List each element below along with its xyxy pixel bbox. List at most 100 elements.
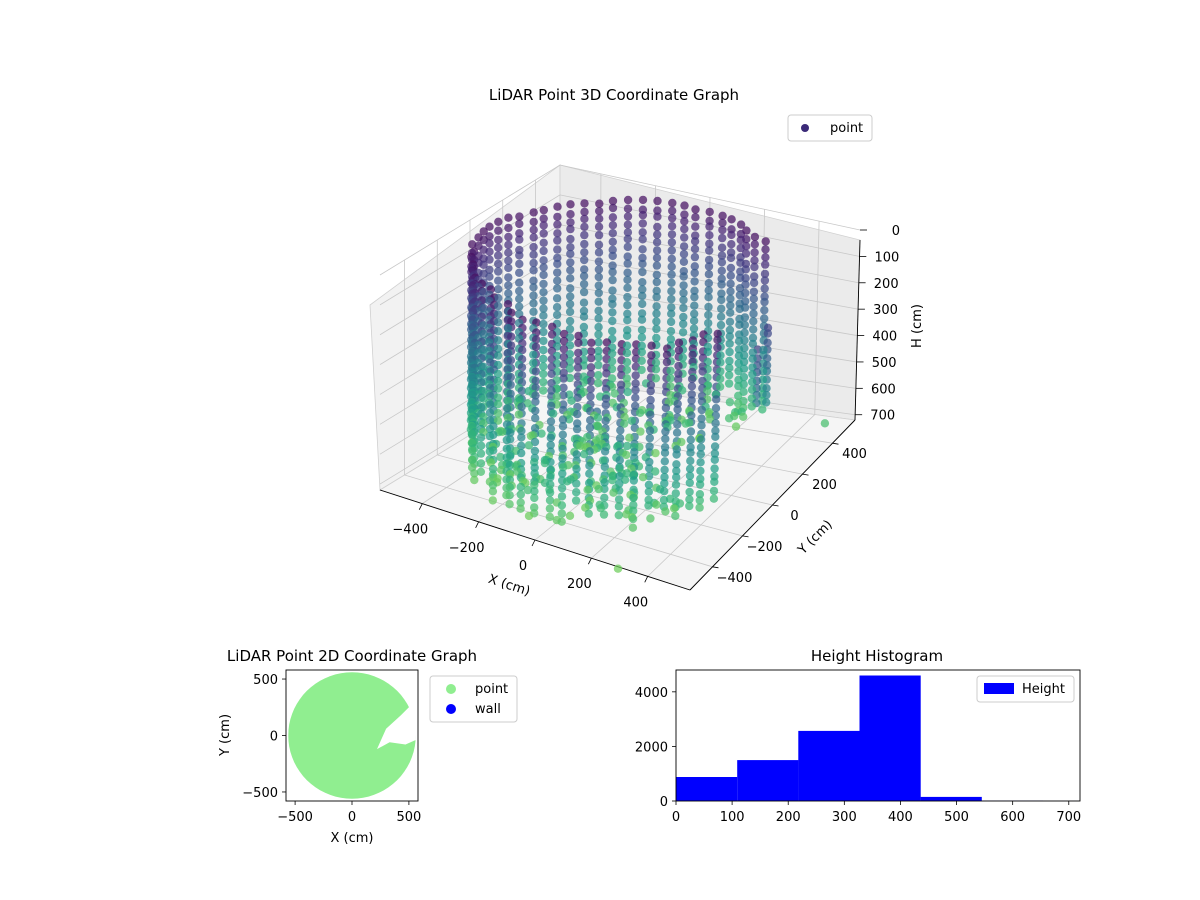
point-3d [638,259,647,269]
point-3d [674,375,683,384]
point-3d [547,401,556,410]
point-3d [539,345,548,355]
y-tick-label-2d: 0 [270,730,278,745]
point-3d [504,263,513,273]
point-3d [485,408,495,417]
point-3d [736,220,746,229]
point-3d [586,377,595,386]
point-3d [695,490,705,499]
point-3d [705,222,714,231]
point-3d [488,480,498,490]
point-3d [545,504,555,513]
point-3d [717,243,727,252]
point-3d [594,360,603,370]
legend-3d-label: point [830,121,863,136]
point-3d [614,511,623,520]
point-3d [552,310,562,320]
point-3d [565,373,574,383]
point-3d [598,456,608,465]
point-3d [494,276,503,285]
point-3d [608,267,617,277]
wall-opening-2d [377,701,418,750]
point-3d [820,419,830,428]
point-3d [559,344,569,354]
point-3d [504,273,513,282]
point-3d [608,203,618,213]
point-3d [674,346,684,355]
z-tick-label-3d: 200 [874,277,899,292]
point-3d [539,354,548,364]
point-3d [667,303,676,312]
point-3d [552,303,562,312]
point-3d [735,284,745,293]
point-3d [749,325,758,334]
point-3d [631,385,640,395]
point-3d [580,450,589,459]
chart-3d-title: LiDAR Point 3D Coordinate Graph [489,86,739,104]
point-3d [667,287,676,296]
point-3d [595,214,604,223]
point-3d [749,302,758,311]
point-3d [716,312,726,321]
point-3d [608,476,617,485]
y-tick-3d [712,566,719,569]
point-3d [539,304,548,313]
point-3d [622,469,631,478]
point-3d [557,492,567,501]
point-3d [749,317,758,326]
point-3d [736,235,745,245]
point-3d [685,495,694,504]
point-3d [485,272,494,281]
point-3d [566,292,575,301]
point-3d [667,254,676,264]
point-3d [623,283,632,292]
point-3d [673,420,682,429]
z-tick-label-3d: 300 [873,303,898,318]
point-3d [547,386,556,395]
point-3d [717,289,726,298]
x-tick-3d [531,539,536,547]
point-3d [600,447,610,456]
point-3d [637,315,647,324]
point-3d [652,302,661,311]
point-3d [493,318,503,327]
point-3d [735,330,744,339]
legend-2d-marker-point [446,684,456,694]
point-3d [566,210,575,219]
point-3d [652,292,661,302]
point-3d [493,327,503,336]
point-3d [553,220,562,229]
point-3d [566,249,575,259]
point-3d [607,374,617,383]
point-3d [504,248,513,257]
point-3d [529,208,538,217]
point-3d [514,410,524,419]
point-3d [530,487,539,496]
x-tick-label-2d: −500 [277,810,313,825]
point-3d [515,235,524,244]
point-3d [573,363,583,372]
point-3d [515,219,524,229]
point-3d [685,471,695,480]
point-3d [515,278,524,287]
point-3d [539,246,548,256]
point-3d [704,310,713,320]
histogram-bar [676,777,738,801]
point-3d [567,396,576,405]
point-3d [726,308,735,317]
point-3d [638,253,647,263]
point-3d [503,349,512,358]
point-3d [637,347,646,357]
legend-histogram-swatch [984,683,1014,694]
point-3d [616,386,626,395]
point-3d [652,309,661,318]
point-3d [638,235,647,244]
point-3d [638,299,647,309]
point-3d [504,213,513,222]
point-3d [572,479,581,488]
point-3d [653,230,662,239]
point-3d [631,401,640,411]
point-3d [747,402,756,411]
point-3d [530,446,540,456]
point-3d [691,222,700,231]
